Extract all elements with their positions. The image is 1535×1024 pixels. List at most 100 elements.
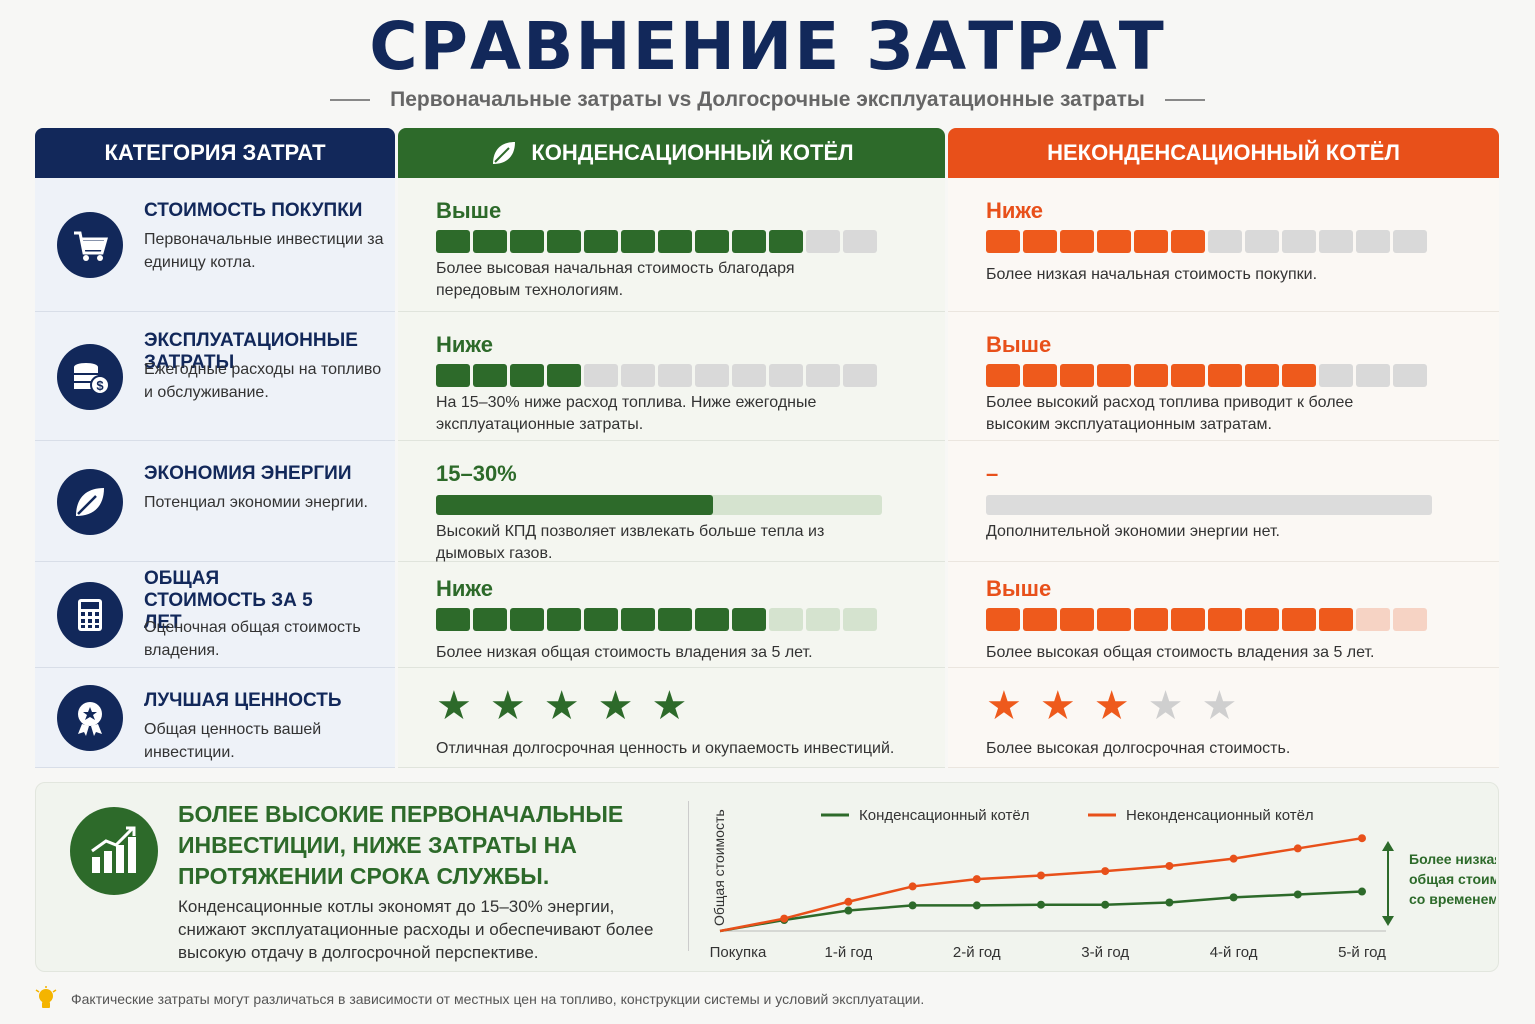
condensing-cell: Выше Более высовая начальная стоимость бл…	[398, 178, 945, 312]
footnote: Фактические затраты могут различаться в …	[35, 986, 924, 1012]
legend-label: Конденсационный котёл	[859, 807, 1030, 824]
non-condensing-level: Выше	[986, 332, 1052, 357]
growth-chart-icon	[70, 807, 158, 895]
summary-heading: БОЛЕЕ ВЫСОКИЕ ПЕРВОНАЧАЛЬНЫЕ ИНВЕСТИЦИИ,…	[178, 801, 624, 889]
level-segment	[1023, 608, 1057, 631]
level-segment	[986, 364, 1020, 387]
table-row: СТОИМОСТЬ ПОКУПКИ Первоначальные инвестиц…	[35, 178, 1499, 312]
data-point	[1293, 844, 1302, 853]
level-segment	[986, 230, 1020, 253]
level-segment	[1356, 230, 1390, 253]
level-segment	[1319, 230, 1353, 253]
non-condensing-note: Более высокая долгосрочная стоимость.	[986, 740, 1291, 757]
condensing-note: На 15–30% ниже расход топлива. Ниже ежег…	[436, 394, 817, 433]
level-segment	[473, 230, 507, 253]
condensing-note: Высокий КПД позволяет извлекать больше т…	[436, 523, 825, 562]
header-non-condensing-label: НЕКОНДЕНСАЦИОННЫЙ КОТЁЛ	[1047, 140, 1400, 165]
cost-line-chart: Общая стоимость Конденсационный котёл Неко…	[710, 807, 1496, 961]
leaf-icon	[493, 142, 516, 164]
award-icon	[57, 685, 123, 751]
level-segment	[695, 230, 729, 253]
x-tick-label: 1-й год	[825, 944, 873, 961]
star-filled-icon: ★	[597, 684, 634, 728]
level-segment	[1171, 230, 1205, 253]
level-segment	[732, 230, 766, 253]
y-axis-label: Общая стоимость	[711, 809, 727, 926]
level-segment	[584, 608, 618, 631]
arrow-down-icon	[1382, 916, 1394, 926]
level-segment	[1208, 608, 1242, 631]
non-condensing-note: Более высокая общая стоимость владения з…	[986, 644, 1375, 661]
category-cell: $ ЭКСПЛУАТАЦИОННЫЕ ЗАТРАТЫ Ежегодные расхо…	[35, 312, 395, 441]
non-condensing-level-bar	[986, 608, 1427, 631]
x-tick-label: Покупка	[710, 944, 767, 961]
level-segment	[1171, 608, 1205, 631]
level-segment	[732, 364, 766, 387]
star-filled-icon: ★	[1093, 684, 1130, 728]
table-row: ОБЩАЯ СТОИМОСТЬ ЗА 5 ЛЕТ Оценочная общая …	[35, 562, 1499, 668]
level-segment	[1282, 230, 1316, 253]
data-point	[1293, 890, 1302, 899]
level-segment	[843, 608, 877, 631]
data-point	[780, 914, 789, 923]
level-segment	[1060, 608, 1094, 631]
level-segment	[1282, 608, 1316, 631]
level-segment	[621, 608, 655, 631]
series-line	[719, 836, 1363, 933]
divider	[1164, 99, 1205, 101]
category-title: ЛУЧШАЯ ЦЕННОСТЬ	[144, 690, 342, 711]
table-row: $ ЭКСПЛУАТАЦИОННЫЕ ЗАТРАТЫ Ежегодные расхо…	[35, 312, 1499, 441]
savings-bar-fill	[436, 495, 713, 515]
level-segment	[547, 364, 581, 387]
level-segment	[1245, 230, 1279, 253]
level-segment	[510, 364, 544, 387]
star-empty-icon: ★	[1201, 684, 1238, 728]
level-segment	[547, 230, 581, 253]
condensing-cell: ★ ★ ★ ★ ★ Отличная долгосрочная ценность и ок…	[398, 668, 945, 768]
level-segment	[1319, 364, 1353, 387]
data-point	[844, 906, 853, 915]
non-condensing-note: Более низкая начальная стоимость покупки…	[986, 266, 1318, 283]
condensing-level-bar	[436, 364, 877, 387]
non-condensing-level: Выше	[986, 576, 1052, 601]
non-condensing-note: Дополнительной экономии энергии нет.	[986, 523, 1280, 540]
data-point	[908, 901, 917, 910]
x-tick-label: 4-й год	[1210, 944, 1258, 961]
arrow-up-icon	[1382, 841, 1394, 851]
star-filled-icon: ★	[436, 684, 472, 728]
data-point	[1358, 887, 1366, 896]
data-point	[972, 901, 981, 910]
subtitle-text: Первоначальные затраты vs Долгосрочные э…	[390, 88, 1145, 111]
coins-icon: $	[57, 343, 123, 410]
level-segment	[732, 608, 766, 631]
savings-bar-track	[986, 495, 1432, 515]
data-point	[1358, 834, 1366, 843]
svg-text:$: $	[96, 378, 104, 393]
level-segment	[1208, 364, 1242, 387]
level-segment	[695, 608, 729, 631]
data-point	[1229, 854, 1238, 863]
category-title: ЭКОНОМИЯ ЭНЕРГИИ	[144, 463, 352, 484]
summary-text: Конденсационные котлы экономят до 15–30%…	[178, 897, 654, 962]
star-filled-icon: ★	[651, 684, 688, 728]
star-filled-icon: ★	[543, 684, 580, 728]
header-category: КАТЕГОРИЯ ЗАТРАТ	[35, 128, 395, 178]
data-point	[1101, 900, 1110, 909]
level-segment	[436, 608, 470, 631]
level-segment	[436, 230, 470, 253]
level-segment	[1319, 608, 1353, 631]
level-segment	[1097, 608, 1131, 631]
data-point	[1165, 861, 1174, 870]
page-title: СРАВНЕНИЕ ЗАТРАТ	[369, 8, 1166, 85]
level-segment	[695, 364, 729, 387]
condensing-cell: Ниже На 15–30% ниже расход топлива. Ниже …	[398, 312, 945, 441]
level-segment	[769, 230, 803, 253]
footnote-text: Фактические затраты могут различаться в …	[71, 991, 925, 1007]
leaf-icon	[57, 468, 123, 535]
data-point	[844, 897, 853, 906]
level-segment	[1097, 230, 1131, 253]
level-segment	[806, 608, 840, 631]
condensing-note: Более низкая общая стоимость владения за…	[436, 644, 813, 661]
level-segment	[473, 608, 507, 631]
level-segment	[621, 364, 655, 387]
